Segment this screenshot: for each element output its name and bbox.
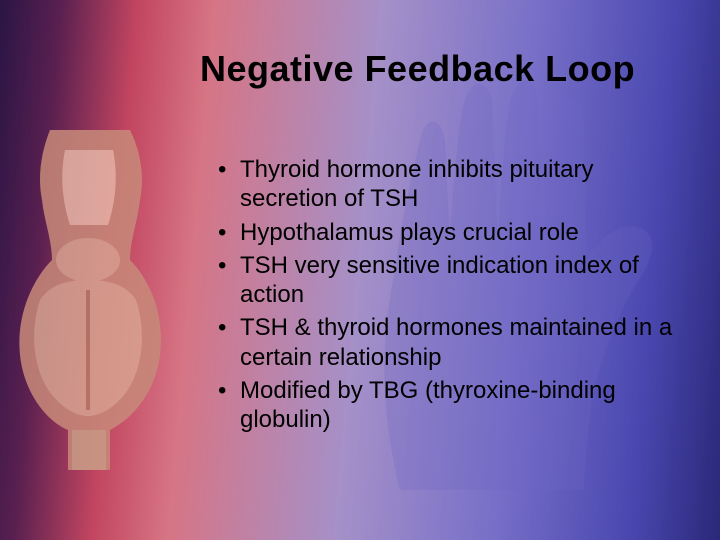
slide-container: Negative Feedback Loop Thyroid hormone i… [0,0,720,540]
list-item: Hypothalamus plays crucial role [210,218,680,247]
list-item: Modified by TBG (thyroxine-binding globu… [210,376,680,435]
list-item: TSH & thyroid hormones maintained in a c… [210,313,680,372]
thyroid-larynx-icon [0,130,200,470]
list-item: TSH very sensitive indication index of a… [210,251,680,310]
slide-title: Negative Feedback Loop [200,48,700,90]
list-item: Thyroid hormone inhibits pituitary secre… [210,155,680,214]
bullet-list: Thyroid hormone inhibits pituitary secre… [210,155,680,438]
